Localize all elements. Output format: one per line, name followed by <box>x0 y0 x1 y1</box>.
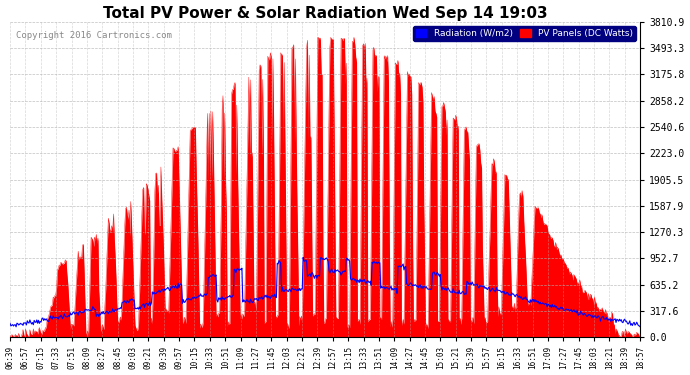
Title: Total PV Power & Solar Radiation Wed Sep 14 19:03: Total PV Power & Solar Radiation Wed Sep… <box>103 6 547 21</box>
Text: Copyright 2016 Cartronics.com: Copyright 2016 Cartronics.com <box>17 31 172 40</box>
Legend: Radiation (W/m2), PV Panels (DC Watts): Radiation (W/m2), PV Panels (DC Watts) <box>413 26 635 40</box>
